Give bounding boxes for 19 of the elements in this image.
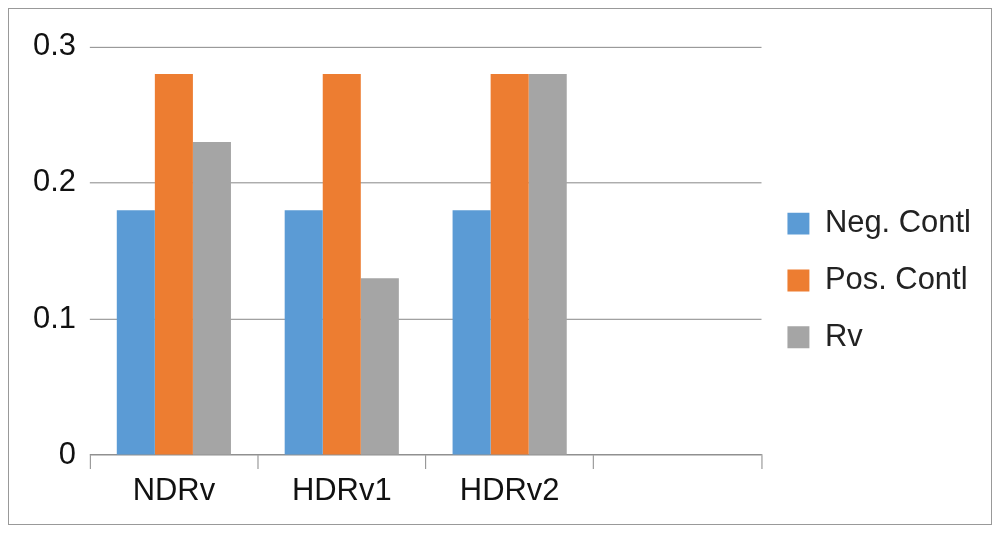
x-tick-label: HDRv2	[459, 472, 560, 508]
bar	[528, 74, 567, 455]
bar	[154, 74, 193, 455]
legend-label: Rv	[824, 317, 864, 353]
x-tick-label: NDRv	[132, 472, 216, 508]
bar	[284, 210, 323, 455]
y-tick-label: 0.1	[32, 299, 76, 335]
legend-label: Neg. Contl	[824, 204, 971, 240]
x-tick-label: HDRv1	[291, 472, 392, 508]
bar	[192, 142, 231, 455]
bar	[322, 74, 361, 455]
y-tick-label: 0.3	[32, 27, 76, 63]
legend-label: Pos. Contl	[824, 260, 968, 296]
bar	[360, 278, 399, 455]
bar	[490, 74, 529, 455]
y-tick-label: 0.2	[32, 163, 76, 199]
bar	[452, 210, 491, 455]
y-tick-label: 0	[58, 435, 76, 471]
bar	[116, 210, 155, 455]
